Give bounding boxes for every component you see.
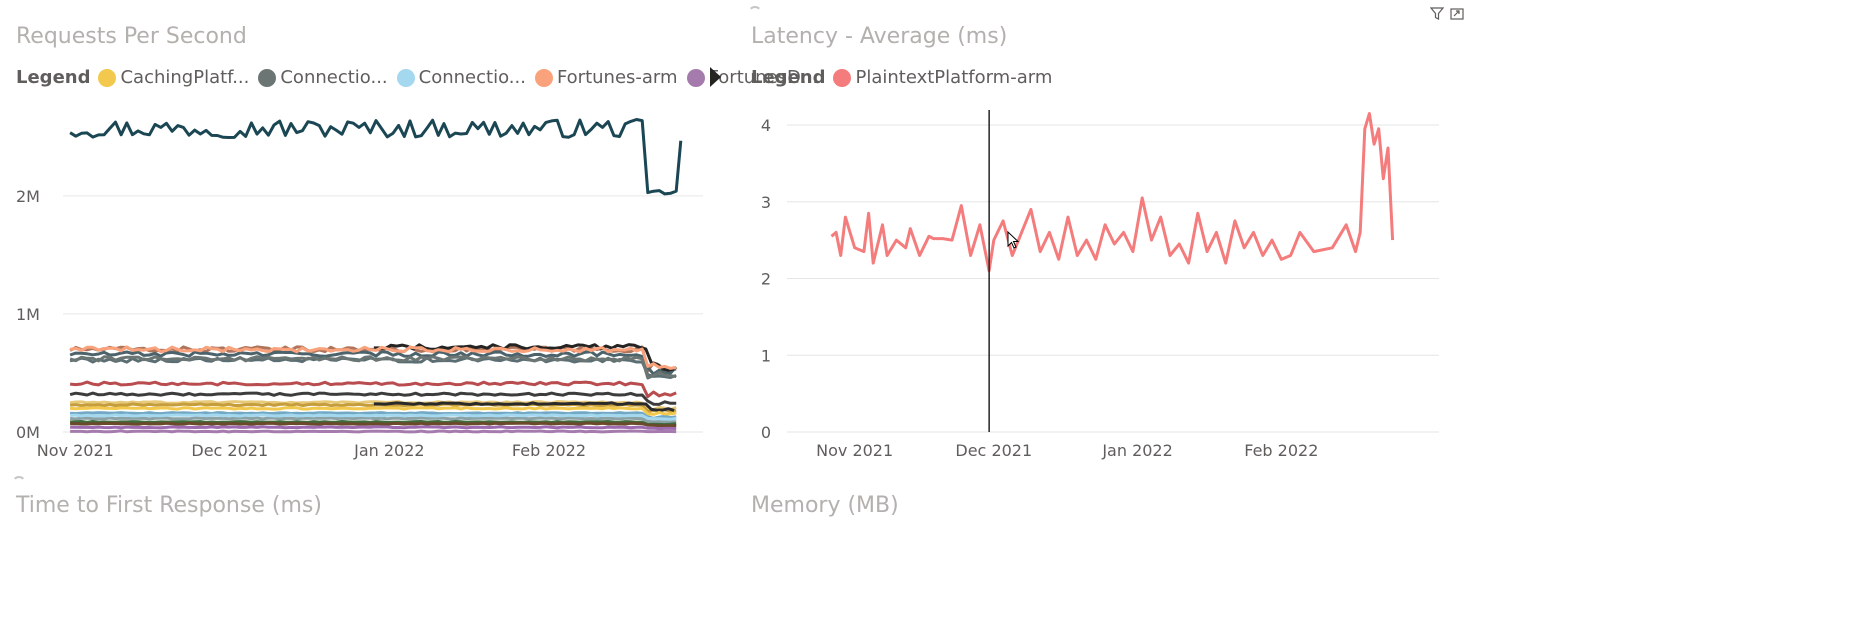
rps-visual[interactable]: Requests Per Second Legend CachingPlatf.…	[0, 0, 818, 470]
legend-next-arrow-icon[interactable]	[710, 67, 721, 87]
rps-y-tick-label: 0M	[16, 423, 40, 442]
rps-legend-item-4[interactable]: Fortunes-arm	[534, 67, 678, 88]
rps-legend-item-3[interactable]: Connectio...	[396, 67, 526, 88]
legend-dot-icon	[833, 68, 852, 87]
legend-dot-icon	[396, 68, 415, 87]
rps-series-line	[70, 420, 677, 427]
rps-series-line	[69, 345, 677, 370]
legend-label: Connectio...	[418, 67, 526, 88]
latency-y-tick-label: 4	[761, 116, 771, 135]
latency-y-tick-label: 0	[761, 423, 771, 442]
latency-legend-title: Legend	[751, 67, 826, 88]
rps-chart: 0M 1M 2M Nov 2021 Dec 2021 Jan 2022 Feb 2022	[16, 118, 703, 460]
rps-series-line	[69, 391, 677, 406]
rps-x-tick-label: Nov 2021	[37, 441, 114, 460]
latency-chart: 0 1 2 3 4 Nov 2021 Dec 2021 Jan 2022 Feb 2022	[761, 110, 1439, 460]
mouse-cursor-icon	[1007, 231, 1020, 249]
rps-series-line	[69, 380, 677, 399]
focus-mode-icon[interactable]	[1450, 7, 1464, 21]
latency-title: Latency - Average (ms)	[751, 24, 1008, 49]
rps-x-tick-label: Jan 2022	[353, 441, 424, 460]
latency-y-tick-label: 1	[761, 346, 771, 365]
rps-series-line	[69, 118, 683, 196]
latency-x-tick-label: Dec 2021	[955, 441, 1032, 460]
rps-x-tick-label: Dec 2021	[191, 441, 268, 460]
loading-spinner-icon	[748, 6, 762, 20]
rps-legend-title: Legend	[16, 67, 91, 88]
rps-series-line	[70, 411, 677, 420]
latency-x-tick-label: Nov 2021	[816, 441, 893, 460]
rps-title: Requests Per Second	[16, 24, 247, 49]
legend-label: PlaintextPlatform-arm	[855, 67, 1053, 88]
rps-x-tick-label: Feb 2022	[512, 441, 586, 460]
legend-dot-icon	[258, 68, 277, 87]
legend-dot-icon	[686, 68, 705, 87]
latency-x-tick-label: Feb 2022	[1244, 441, 1318, 460]
latency-legend: Legend PlaintextPlatform-arm	[751, 67, 1061, 88]
rps-legend-item-2[interactable]: Connectio...	[258, 67, 388, 88]
latency-series-line	[830, 112, 1395, 273]
rps-series-line	[69, 413, 677, 421]
rps-legend-item-5[interactable]: FortunesD...	[686, 67, 819, 88]
legend-label: Connectio...	[280, 67, 388, 88]
latency-y-tick-label: 3	[761, 193, 771, 212]
legend-dot-icon	[534, 68, 553, 87]
rps-legend-item-1[interactable]: CachingPlatf...	[98, 67, 249, 88]
rps-y-tick-label: 2M	[16, 187, 40, 206]
legend-dot-icon	[98, 68, 117, 87]
rps-series-line	[69, 416, 677, 424]
legend-label: CachingPlatf...	[120, 67, 250, 88]
latency-y-tick-label: 2	[761, 270, 771, 289]
filter-icon[interactable]	[1430, 7, 1444, 21]
rps-series-line	[70, 425, 677, 431]
rps-series-line	[373, 401, 675, 412]
rps-series-line	[70, 421, 677, 428]
latency-visual[interactable]: Latency - Average (ms) Legend PlaintextP…	[740, 0, 1500, 470]
ttfr-title: Time to First Response (ms)	[16, 493, 322, 518]
legend-label: Fortunes-arm	[556, 67, 678, 88]
rps-series-line	[70, 429, 677, 434]
rps-legend: Legend CachingPlatf... Connectio... Conn…	[16, 67, 827, 88]
rps-y-tick-label: 1M	[16, 305, 40, 324]
rps-series-line	[69, 355, 677, 380]
loading-spinner-icon	[12, 476, 26, 490]
legend-label: FortunesD...	[708, 67, 819, 88]
memory-title: Memory (MB)	[751, 493, 899, 518]
latency-x-tick-label: Jan 2022	[1101, 441, 1172, 460]
rps-series-line	[69, 350, 678, 376]
latency-legend-item-1[interactable]: PlaintextPlatform-arm	[833, 67, 1052, 88]
rps-series-line	[70, 406, 677, 416]
